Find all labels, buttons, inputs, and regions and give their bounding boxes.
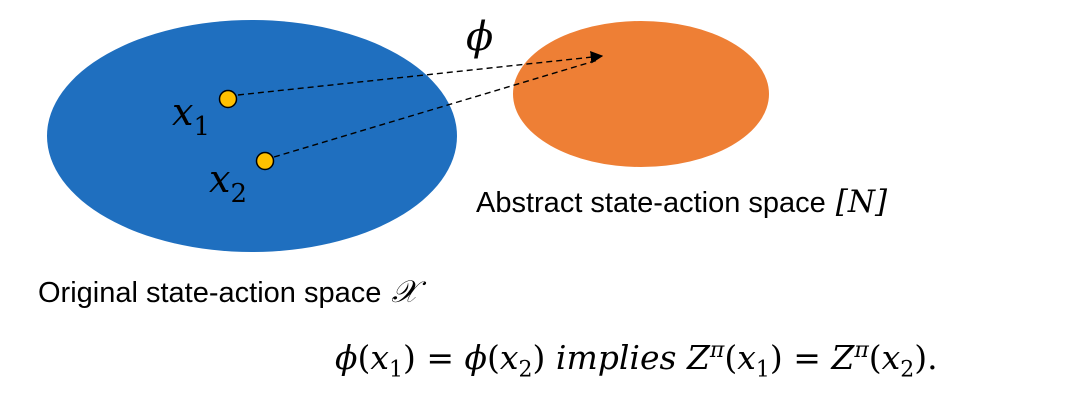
original-space-caption: Original state-action space 𝒳 — [38, 274, 426, 310]
formula-sub-1: 1 — [389, 357, 403, 383]
formula-end: . — [927, 338, 938, 377]
abstraction-formula: ϕ(x1) = ϕ(x2) implies Zπ(x1) = Zπ(x2). — [335, 321, 1075, 383]
formula-close-1: ) — [403, 338, 416, 377]
formula-sub-4: 2 — [900, 357, 915, 383]
original-space-ellipse — [47, 20, 457, 252]
point-x2 — [255, 151, 275, 171]
formula-open-2: ( — [487, 338, 500, 377]
formula-phi-2: ϕ — [464, 338, 488, 377]
formula-pi-1: π — [709, 338, 725, 363]
formula-eq-2: = — [793, 338, 821, 377]
formula-z-1: Z — [686, 338, 710, 377]
mapping-arrow-x1 — [237, 50, 604, 96]
mapping-symbol-label: ϕ — [466, 14, 493, 60]
point-x1-label: x1 — [172, 90, 210, 142]
formula-eq-1: = — [426, 338, 455, 377]
formula-z-2: Z — [831, 338, 855, 377]
point-x2-label: x2 — [209, 157, 247, 209]
formula-x-1: x — [370, 338, 389, 377]
formula-x-3: x — [737, 338, 756, 377]
formula-close-2: ) — [532, 338, 546, 377]
formula-x-2: x — [499, 338, 519, 377]
formula-phi-1: ϕ — [335, 338, 358, 377]
mapping-arrow-x2 — [273, 59, 599, 158]
formula-implies: implies — [555, 338, 677, 377]
formula-open-1: ( — [357, 338, 371, 377]
formula-x-4: x — [881, 338, 901, 377]
formula-open-4: ( — [868, 338, 882, 377]
formula-pi-2: π — [854, 338, 869, 363]
formula-sub-2: 2 — [518, 357, 533, 383]
formula-sub-3: 1 — [755, 357, 770, 383]
formula-close-4: ) — [914, 338, 928, 377]
formula-open-3: ( — [724, 338, 738, 377]
formula-close-3: ) — [769, 338, 783, 377]
abstract-space-ellipse — [513, 21, 769, 167]
point-x1 — [218, 89, 238, 109]
abstract-space-caption: Abstract state-action space [N] — [476, 184, 888, 220]
